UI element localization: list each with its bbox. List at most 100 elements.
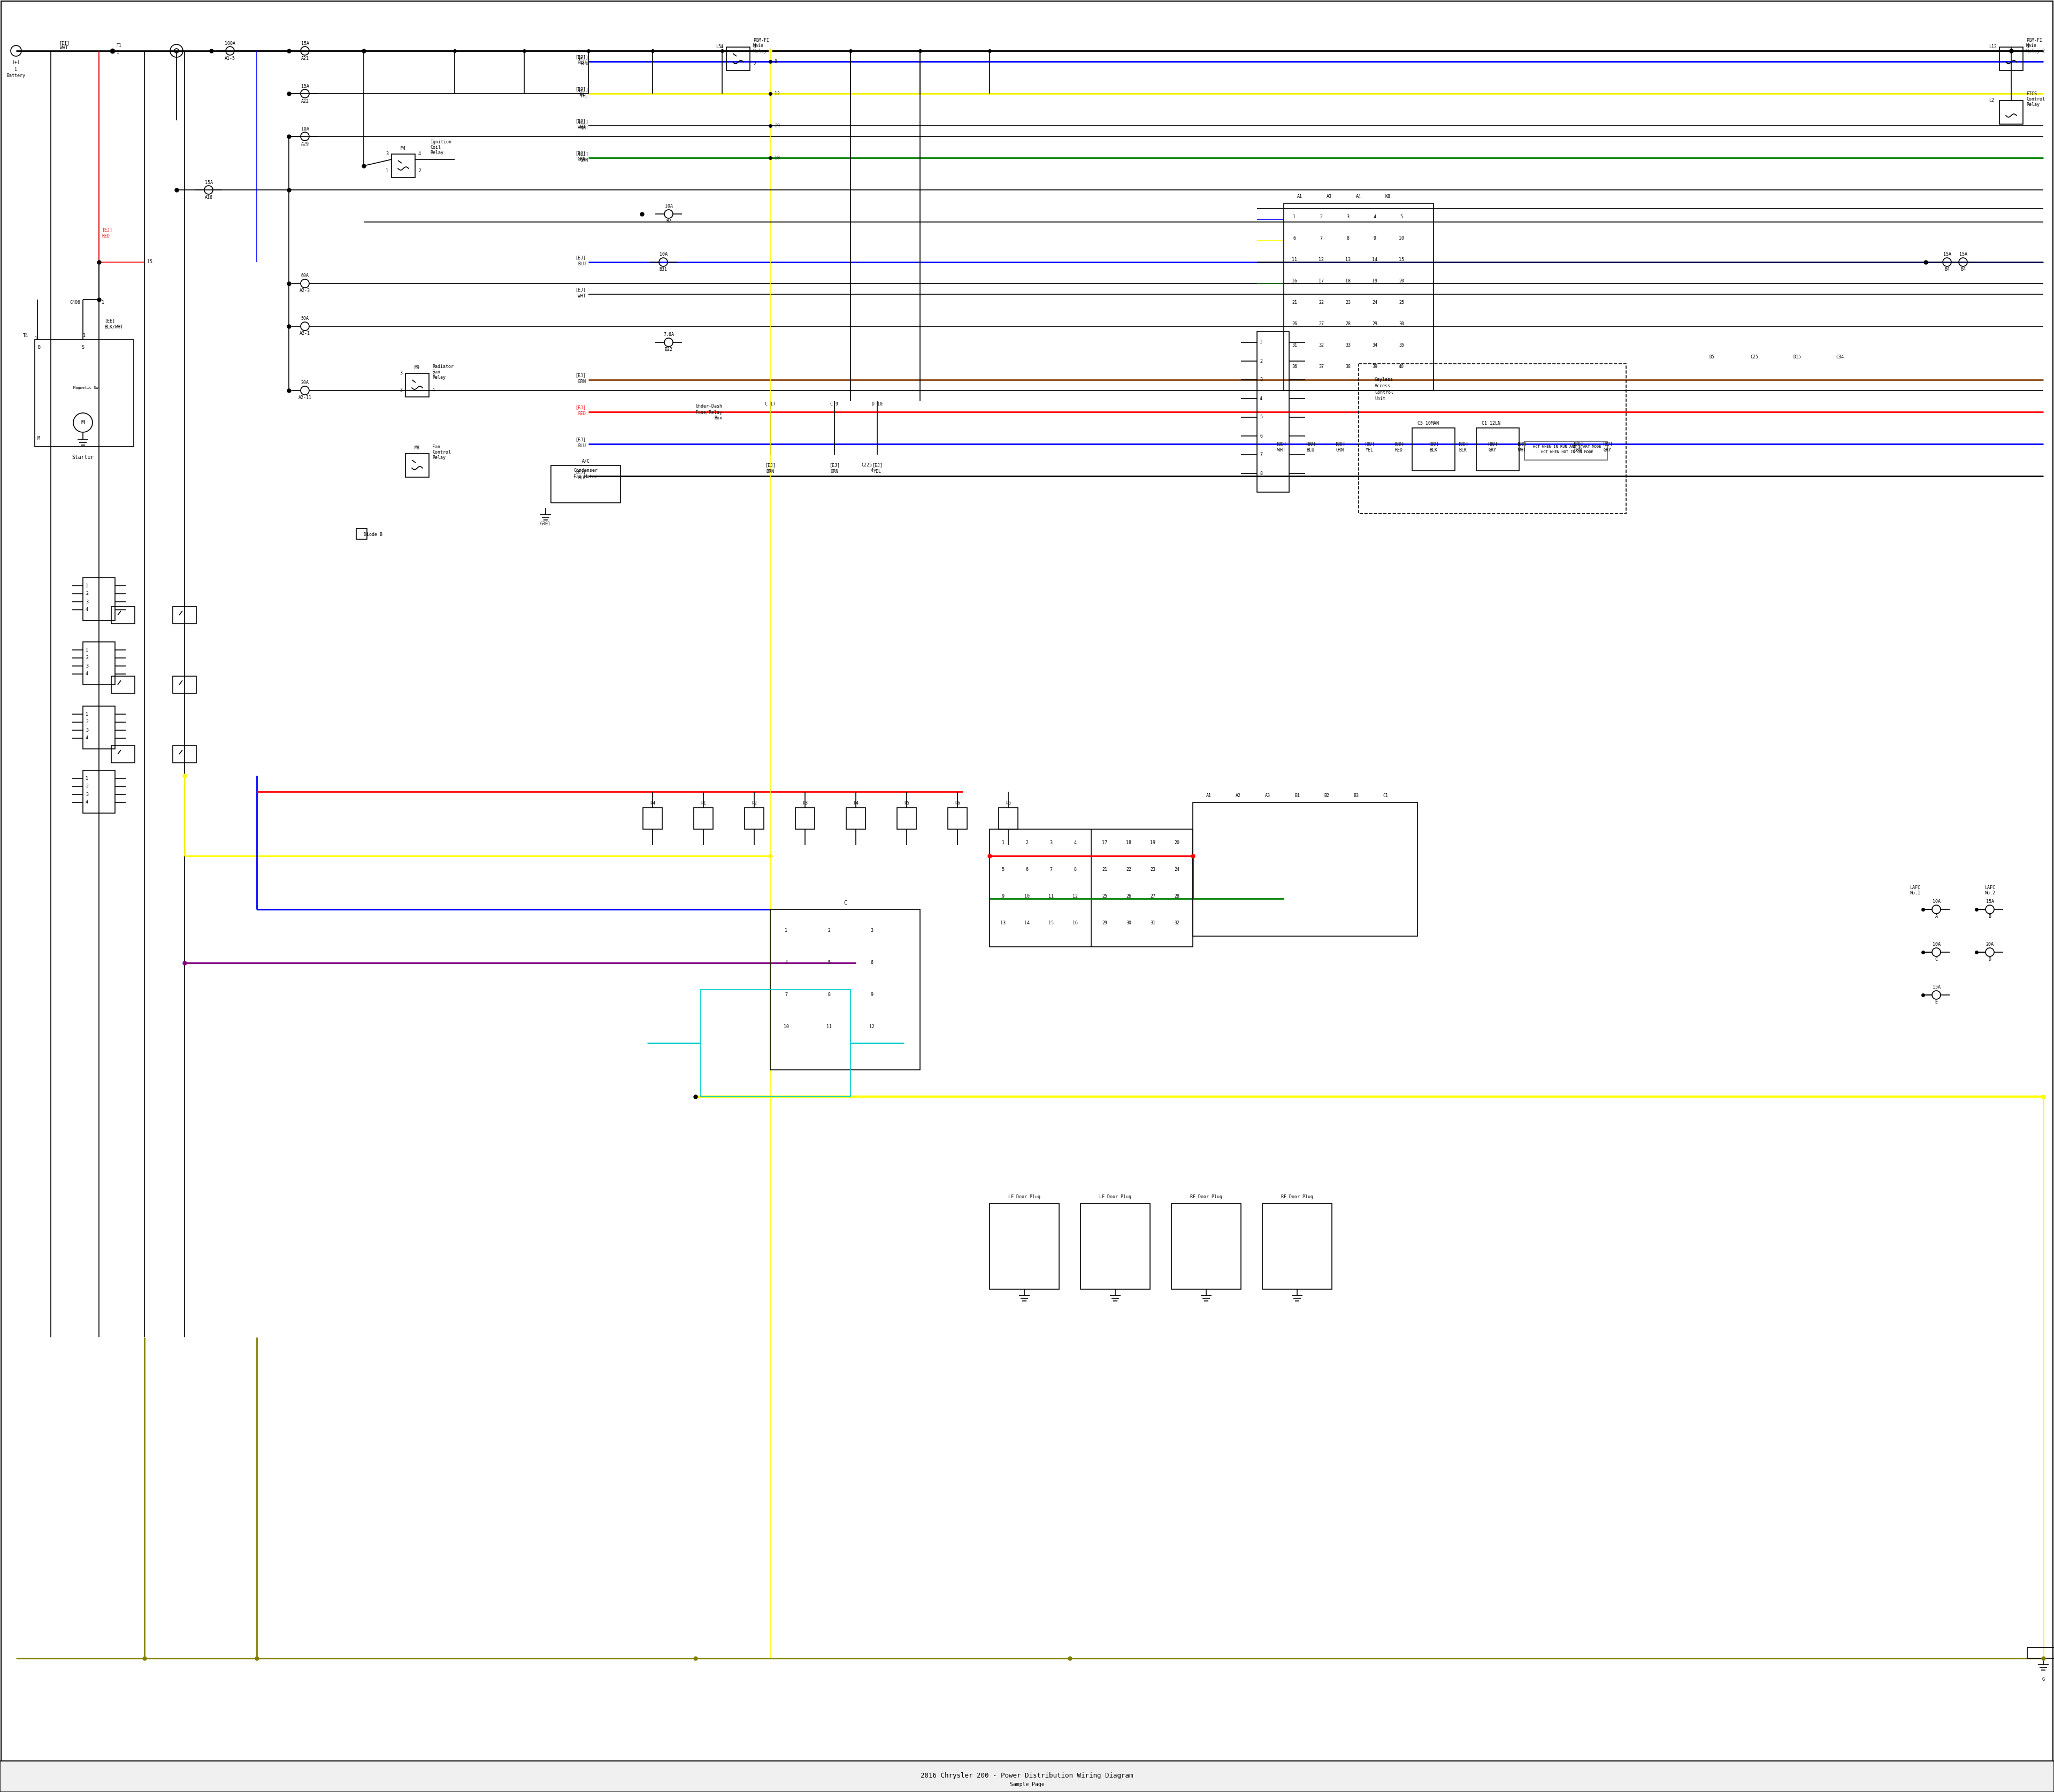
Text: 15A: 15A: [1933, 986, 1941, 989]
Text: 2: 2: [1259, 358, 1263, 364]
Bar: [173, 745, 197, 763]
Text: YEL: YEL: [873, 470, 881, 473]
Text: 7: 7: [785, 993, 787, 998]
Text: [EE]: [EE]: [105, 319, 115, 323]
Text: 8: 8: [828, 993, 830, 998]
Text: WHT: WHT: [60, 47, 68, 50]
Bar: [694, 808, 713, 830]
Text: [BD]: [BD]: [1516, 441, 1526, 446]
Text: [BD]: [BD]: [1393, 441, 1405, 446]
Bar: [990, 1204, 1060, 1288]
Text: 14: 14: [1025, 921, 1029, 925]
Text: Starter: Starter: [72, 455, 94, 461]
Text: P5: P5: [904, 801, 910, 806]
Text: 3: 3: [86, 728, 88, 733]
Bar: [111, 607, 136, 624]
Text: RED: RED: [1395, 448, 1403, 452]
Text: 18: 18: [1345, 278, 1352, 283]
Text: 4: 4: [871, 468, 873, 473]
Text: [EJ]: [EJ]: [575, 56, 585, 59]
Text: Control: Control: [2025, 97, 2046, 102]
Text: C 17: C 17: [764, 401, 776, 407]
Text: 25: 25: [1101, 894, 1107, 898]
Text: 21: 21: [1292, 299, 1298, 305]
Text: [EJ]: [EJ]: [577, 152, 587, 156]
Text: 100A: 100A: [224, 41, 236, 47]
Bar: [643, 808, 661, 830]
Bar: [1257, 332, 1290, 493]
Text: [EJ]: [EJ]: [575, 470, 585, 475]
Text: 15: 15: [1399, 256, 1405, 262]
Text: 29: 29: [1372, 321, 1378, 326]
Text: [BD]: [BD]: [1335, 441, 1345, 446]
Text: A21: A21: [300, 56, 308, 61]
Text: [BD]: [BD]: [1458, 441, 1469, 446]
Text: 2: 2: [1321, 215, 1323, 219]
Text: 18: 18: [1126, 840, 1132, 844]
Bar: [1080, 1204, 1150, 1288]
Text: LAFC: LAFC: [1910, 885, 1920, 891]
Text: 1: 1: [86, 584, 88, 588]
Text: 1: 1: [1002, 840, 1004, 844]
Text: 1: 1: [86, 647, 88, 652]
Text: 33: 33: [1345, 342, 1352, 348]
Text: 1: 1: [386, 168, 388, 174]
Text: M8: M8: [415, 446, 419, 450]
Text: 2: 2: [86, 591, 88, 597]
Text: D: D: [1988, 957, 1990, 962]
Text: A1: A1: [1298, 195, 1302, 199]
Text: 10A: 10A: [665, 204, 672, 210]
Text: 4: 4: [721, 45, 723, 50]
Text: 25: 25: [1399, 299, 1405, 305]
Text: 3: 3: [754, 45, 756, 50]
Text: 4: 4: [86, 607, 88, 613]
Text: 39: 39: [1372, 364, 1378, 369]
Text: 3: 3: [1050, 840, 1052, 844]
Text: 24: 24: [1175, 867, 1179, 871]
Text: 4: 4: [419, 152, 421, 156]
Text: P4: P4: [649, 801, 655, 806]
Text: RF Door Plug: RF Door Plug: [1282, 1195, 1313, 1199]
Text: 9: 9: [871, 993, 873, 998]
Text: 3: 3: [1347, 215, 1349, 219]
Text: [EJ]: [EJ]: [575, 373, 585, 378]
Text: Unit: Unit: [1374, 396, 1384, 401]
Text: YEL: YEL: [577, 93, 585, 97]
Text: PGM-FI: PGM-FI: [2025, 38, 2042, 43]
Text: PGM-FI: PGM-FI: [754, 38, 768, 43]
Text: M: M: [37, 435, 41, 441]
Text: 19: 19: [1372, 278, 1378, 283]
Text: B2: B2: [665, 219, 672, 224]
Text: Diode B: Diode B: [364, 532, 382, 538]
Text: 37: 37: [1319, 364, 1325, 369]
Text: [EJ]: [EJ]: [577, 88, 587, 91]
Bar: [1999, 47, 2023, 70]
Text: 13: 13: [1345, 256, 1352, 262]
Text: 23: 23: [1345, 299, 1352, 305]
Text: [EJ]: [EJ]: [575, 118, 585, 124]
Text: [EJ]: [EJ]: [871, 462, 883, 468]
Text: Under-Dash: Under-Dash: [696, 405, 723, 409]
Text: BRN: BRN: [577, 378, 585, 383]
Text: 4: 4: [86, 737, 88, 740]
Text: 9: 9: [1374, 235, 1376, 240]
Text: 15A: 15A: [1943, 253, 1951, 256]
Text: 24: 24: [1372, 299, 1378, 305]
Text: [EJ]: [EJ]: [575, 437, 585, 443]
Text: 9: 9: [1002, 894, 1004, 898]
Text: 15: 15: [1048, 921, 1054, 925]
Text: P1: P1: [700, 801, 707, 806]
Text: C25: C25: [1750, 355, 1758, 360]
Text: 2: 2: [86, 720, 88, 724]
Text: RED: RED: [101, 233, 109, 238]
Bar: [998, 808, 1019, 830]
Bar: [1524, 441, 1608, 461]
Text: 10: 10: [1025, 894, 1029, 898]
Text: 2: 2: [419, 168, 421, 174]
Text: 11: 11: [1048, 894, 1054, 898]
Text: 6: 6: [1294, 235, 1296, 240]
Text: 20: 20: [1175, 840, 1179, 844]
Text: 15A: 15A: [1960, 253, 1968, 256]
Text: BLU: BLU: [577, 262, 585, 267]
Bar: [550, 466, 620, 504]
